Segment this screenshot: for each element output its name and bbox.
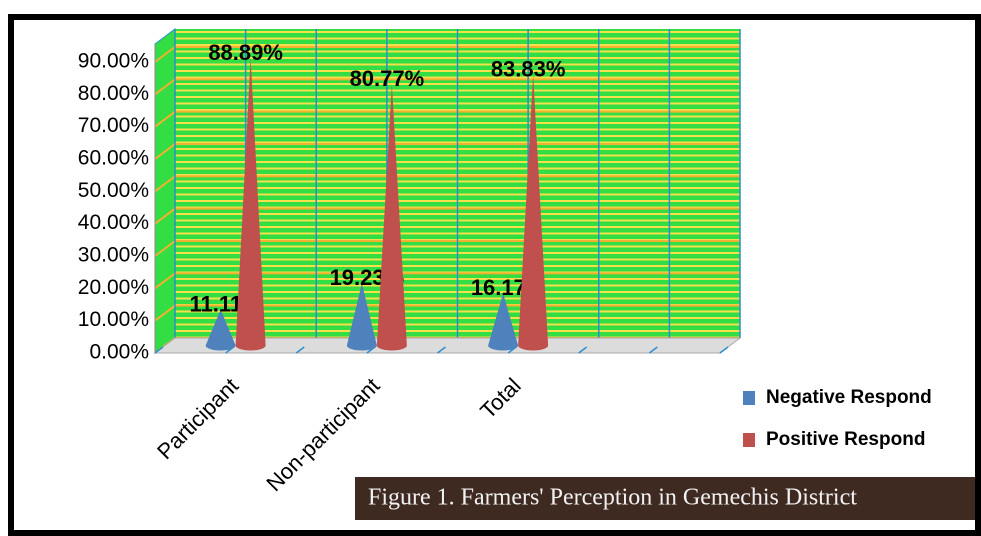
y-tick-label: 80.00% xyxy=(78,82,149,105)
value-label: 88.89% xyxy=(208,40,283,65)
floor-tick xyxy=(648,346,658,354)
legend-swatch xyxy=(743,391,755,405)
cone xyxy=(518,74,549,351)
y-tick-label: 30.00% xyxy=(78,244,149,267)
y-tick-label: 10.00% xyxy=(78,308,149,331)
cone xyxy=(235,58,266,351)
y-tick-label: 90.00% xyxy=(78,50,149,73)
cone xyxy=(205,309,236,351)
y-tick-label: 70.00% xyxy=(78,114,149,137)
cone xyxy=(346,283,377,351)
y-tick-label: 50.00% xyxy=(78,179,149,202)
x-tick-label: Participant xyxy=(152,373,243,464)
x-tick-label: Total xyxy=(475,373,526,424)
cone xyxy=(488,293,519,351)
floor-tick xyxy=(719,346,729,354)
y-tick-label: 60.00% xyxy=(78,147,149,170)
caption-box xyxy=(355,477,975,520)
y-tick-label: 40.00% xyxy=(78,211,149,234)
caption: Figure 1. Farmers' Perception in Gemechi… xyxy=(368,485,857,511)
floor-tick xyxy=(578,346,588,354)
floor-tick xyxy=(437,346,446,354)
frame xyxy=(8,14,981,536)
floor-tick xyxy=(295,346,305,354)
y-tick-label: 0.00% xyxy=(89,341,149,364)
plot-area: 0.00% 10.00% 20.00% 30.00% 40.00% 50.00% 60.00… xyxy=(78,28,742,496)
legend-label: Positive Respond xyxy=(766,429,925,450)
y-tick-label: 20.00% xyxy=(78,276,149,299)
legend-label: Negative Respond xyxy=(766,387,932,408)
floor-tick xyxy=(154,346,164,354)
legend-swatch xyxy=(743,433,755,447)
side-wall xyxy=(154,28,176,354)
cone xyxy=(376,84,407,351)
value-label: 80.77% xyxy=(350,66,425,91)
value-label: 83.83% xyxy=(491,56,566,81)
